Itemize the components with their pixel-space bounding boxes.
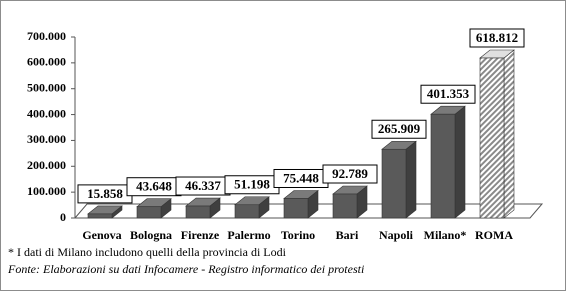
value-label: 75.448	[283, 170, 319, 185]
value-label: 401.353	[427, 86, 470, 101]
x-tick-label: Bari	[336, 228, 359, 242]
value-label: 265.909	[378, 121, 421, 136]
bar	[283, 198, 309, 219]
x-tick-label: Firenze	[181, 228, 220, 242]
value-label: 46.337	[185, 178, 221, 193]
bar	[87, 213, 113, 219]
value-label: 618.812	[476, 30, 518, 45]
bar	[381, 148, 407, 219]
bar-side	[503, 49, 515, 219]
bar	[479, 57, 505, 219]
y-tick-label: 700.000	[27, 29, 66, 43]
x-tick-label: Genova	[82, 228, 121, 242]
bar-side	[454, 105, 466, 219]
bar	[136, 206, 162, 219]
y-tick-label: 0	[60, 210, 66, 224]
value-label-box	[371, 119, 427, 139]
footnote: * I dati di Milano includono quelli dell…	[8, 245, 287, 259]
x-tick-label: Torino	[281, 228, 315, 242]
value-label: 15.858	[87, 186, 123, 201]
bar	[185, 205, 211, 219]
value-label-box	[420, 84, 476, 104]
y-tick-label: 200.000	[27, 158, 66, 172]
value-label: 43.648	[136, 179, 172, 194]
x-tick-label: Milano*	[424, 228, 467, 242]
value-label-box	[322, 164, 378, 184]
value-label: 51.198	[234, 177, 270, 192]
x-tick-label: ROMA	[475, 228, 513, 242]
bar	[332, 193, 358, 219]
y-tick-label: 300.000	[27, 132, 66, 146]
y-tick-label: 400.000	[27, 106, 66, 120]
bar	[430, 113, 456, 219]
y-tick-label: 100.000	[27, 184, 66, 198]
x-tick-label: Bologna	[130, 228, 172, 242]
y-tick-label: 600.000	[27, 55, 66, 69]
value-label-box	[469, 28, 525, 48]
source: Fonte: Elaborazioni su dati Infocamere -…	[7, 262, 364, 276]
bar-side	[405, 140, 417, 219]
y-tick-label: 500.000	[27, 80, 66, 94]
x-tick-label: Napoli	[379, 228, 414, 242]
x-tick-label: Palermo	[227, 228, 270, 242]
bar	[234, 204, 260, 219]
value-label: 92.789	[332, 166, 368, 181]
